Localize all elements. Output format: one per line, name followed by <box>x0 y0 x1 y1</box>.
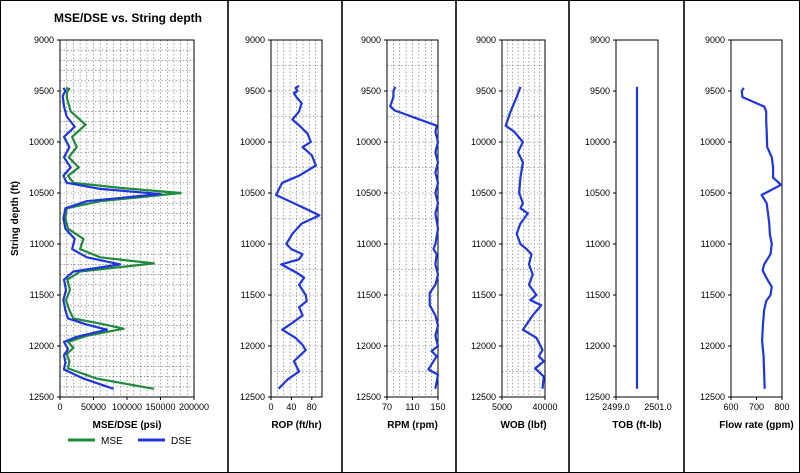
y-tick-label: 10000 <box>585 137 610 147</box>
y-axis-title: String depth (ft) <box>10 181 21 256</box>
plot-area-frame <box>730 39 783 398</box>
plot-area-frame <box>615 39 659 398</box>
y-tick-label: 12000 <box>356 341 381 351</box>
y-tick-label: 11000 <box>241 239 265 249</box>
x-tick-label: 150000 <box>145 402 175 412</box>
legend-label-mse: MSE <box>101 436 123 447</box>
y-tick-label: 10000 <box>471 137 496 147</box>
y-tick-label: 11500 <box>586 290 610 300</box>
y-tick-label: 12000 <box>29 341 54 351</box>
y-tick-label: 10000 <box>240 137 265 147</box>
y-tick-label: 9500 <box>361 86 381 96</box>
y-tick-label: 9000 <box>705 35 725 45</box>
y-tick-label: 12500 <box>471 392 496 402</box>
x-tick-label: 70 <box>382 402 392 412</box>
x-tick-label: 150 <box>430 402 445 412</box>
y-tick-label: 9000 <box>476 35 496 45</box>
y-tick-label: 11500 <box>241 290 265 300</box>
plot-area-frame <box>270 39 323 398</box>
y-tick-label: 9500 <box>245 86 265 96</box>
y-tick-label: 11000 <box>30 239 54 249</box>
x-axis-title: WOB (lbf) <box>500 420 546 431</box>
y-tick-label: 11000 <box>357 239 381 249</box>
y-tick-label: 10500 <box>585 188 610 198</box>
y-tick-label: 9000 <box>590 35 610 45</box>
y-tick-label: 11500 <box>701 290 725 300</box>
y-tick-label: 9500 <box>705 86 725 96</box>
series-line-dse <box>61 87 162 390</box>
x-tick-label: 0 <box>268 402 273 412</box>
y-tick-label: 11000 <box>701 239 725 249</box>
y-tick-label: 9000 <box>34 35 54 45</box>
y-tick-label: 12000 <box>700 341 725 351</box>
x-tick-label: 700 <box>749 402 764 412</box>
y-tick-label: 12000 <box>585 341 610 351</box>
y-tick-label: 10000 <box>29 137 54 147</box>
x-tick-label: 100000 <box>112 402 142 412</box>
x-axis-title: RPM (rpm) <box>387 420 438 431</box>
y-tick-label: 11000 <box>586 239 610 249</box>
series-line-panel-5 <box>740 87 783 389</box>
y-tick-label: 12000 <box>240 341 265 351</box>
y-tick-label: 10500 <box>471 188 496 198</box>
y-tick-label: 10500 <box>700 188 725 198</box>
y-tick-label: 10000 <box>700 137 725 147</box>
x-tick-label: 600 <box>723 402 738 412</box>
x-axis-title: TOB (ft-lb) <box>612 420 661 431</box>
y-tick-label: 9500 <box>590 86 610 96</box>
y-tick-label: 9000 <box>245 35 265 45</box>
y-tick-label: 10500 <box>240 188 265 198</box>
x-tick-label: 200000 <box>179 402 209 412</box>
x-axis-title: MSE/DSE (psi) <box>93 420 162 431</box>
series-line-panel-2 <box>389 86 440 389</box>
x-tick-label: 2501.0 <box>644 402 672 412</box>
series-line-mse <box>64 86 182 390</box>
x-axis-title: ROP (ft/hr) <box>271 420 321 431</box>
y-tick-label: 11000 <box>472 239 496 249</box>
y-tick-label: 9500 <box>34 86 54 96</box>
y-tick-label: 12500 <box>240 392 265 402</box>
x-tick-label: 40000 <box>532 402 557 412</box>
series-line-panel-3 <box>504 86 545 389</box>
x-tick-label: 5000 <box>492 402 512 412</box>
legend-label-dse: DSE <box>171 436 192 447</box>
y-tick-label: 11500 <box>472 290 496 300</box>
y-tick-label: 10500 <box>29 188 54 198</box>
y-tick-label: 12500 <box>356 392 381 402</box>
x-tick-label: 2499.0 <box>602 402 630 412</box>
x-tick-label: 110 <box>405 402 419 412</box>
plot-area-frame <box>501 39 546 398</box>
y-tick-label: 12500 <box>700 392 725 402</box>
x-tick-label: 80 <box>307 402 317 412</box>
y-tick-label: 10500 <box>356 188 381 198</box>
x-tick-label: 0 <box>57 402 62 412</box>
x-axis-title: Flow rate (gpm) <box>719 420 793 431</box>
x-tick-label: 800 <box>774 402 789 412</box>
y-tick-label: 9500 <box>476 86 496 96</box>
y-tick-label: 11500 <box>357 290 381 300</box>
y-tick-label: 12500 <box>29 392 54 402</box>
x-tick-label: 50000 <box>81 402 106 412</box>
y-tick-label: 12000 <box>471 341 496 351</box>
chart-title: MSE/DSE vs. String depth <box>54 11 202 25</box>
y-tick-label: 12500 <box>585 392 610 402</box>
x-tick-label: 40 <box>286 402 296 412</box>
series-line-panel-1 <box>275 84 321 390</box>
y-tick-label: 9000 <box>361 35 381 45</box>
y-tick-label: 11500 <box>30 290 54 300</box>
y-tick-label: 10000 <box>356 137 381 147</box>
